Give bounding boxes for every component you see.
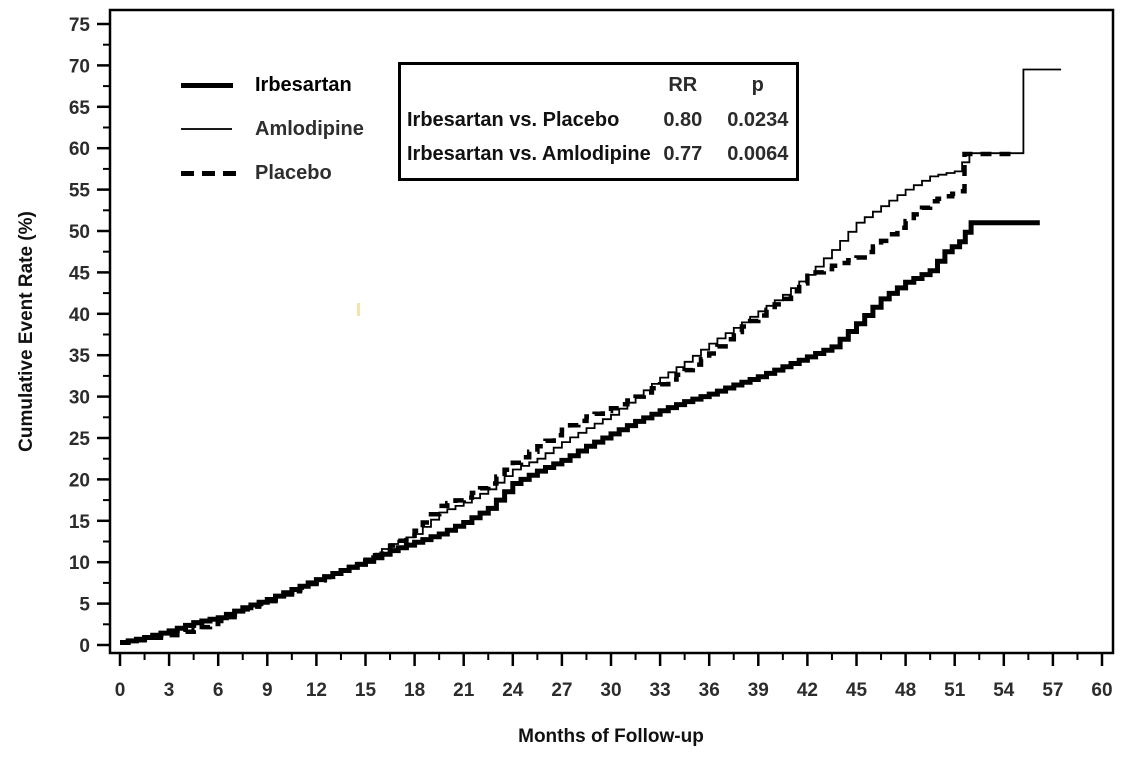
stats-row-label: Irbesartan vs. Placebo [407,108,620,131]
x-tick-label: 18 [404,680,425,701]
y-tick-label: 40 [69,305,90,326]
y-tick-label: 45 [69,263,91,284]
amlodipine-line-swatch-icon [181,128,239,130]
x-tick-label: 9 [262,680,273,701]
x-tick-label: 60 [1091,680,1112,701]
legend-item-irbesartan: Irbesartan [181,70,401,100]
stats-row-label: Irbesartan vs. Amlodipine [407,142,651,165]
y-tick-label: 25 [69,429,91,450]
legend-item-placebo: Placebo [181,158,401,188]
y-tick-label: 75 [69,15,91,36]
x-tick-label: 0 [115,680,126,701]
x-tick-label: 30 [600,680,621,701]
x-tick-label: 21 [453,680,475,701]
x-tick-label: 27 [551,680,572,701]
x-tick-label: 3 [164,680,175,701]
x-tick-label: 54 [993,680,1015,701]
chart-legend: Irbesartan Amlodipine Placebo [181,70,401,202]
y-tick-label: 50 [69,222,90,243]
y-tick-label: 35 [69,346,91,367]
y-tick-label: 65 [69,98,91,119]
legend-label: Irbesartan [255,73,352,96]
legend-item-amlodipine: Amlodipine [181,114,401,144]
x-tick-label: 12 [306,680,327,701]
y-tick-label: 20 [69,470,90,491]
y-tick-label: 30 [69,388,90,409]
x-tick-label: 33 [650,680,671,701]
x-tick-label: 45 [846,680,868,701]
x-tick-label: 6 [213,680,224,701]
y-tick-label: 55 [69,181,91,202]
legend-label: Amlodipine [255,117,364,140]
y-tick-label: 10 [69,553,90,574]
y-tick-label: 5 [79,595,90,616]
stats-header-p: p [751,73,764,96]
scan-artifact-mark [357,303,360,316]
stats-row-rr: 0.77 [663,142,703,165]
placebo-line-swatch-icon [181,170,239,176]
x-tick-label: 39 [748,680,769,701]
stats-row-p: 0.0064 [727,142,789,165]
stats-row-p: 0.0234 [727,108,789,131]
x-tick-label: 36 [699,680,720,701]
stats-row-rr: 0.80 [663,108,703,131]
x-tick-label: 51 [944,680,966,701]
x-tick-label: 57 [1042,680,1063,701]
legend-label: Placebo [255,161,332,184]
x-tick-label: 42 [797,680,818,701]
series-placebo-curve [120,151,1014,645]
y-tick-label: 0 [79,636,90,657]
stats-header-rr: RR [668,73,698,96]
statistics-box: RR p Irbesartan vs. Placebo 0.80 0.0234 … [398,62,799,181]
x-tick-label: 15 [355,680,377,701]
y-tick-label: 15 [69,512,91,533]
y-tick-label: 70 [69,56,90,77]
x-axis-title: Months of Follow-up [518,726,704,747]
y-axis-title: Cumulative Event Rate (%) [16,211,37,452]
x-tick-label: 24 [502,680,524,701]
y-tick-label: 60 [69,139,90,160]
x-tick-label: 48 [895,680,916,701]
irbesartan-line-swatch-icon [181,82,239,88]
